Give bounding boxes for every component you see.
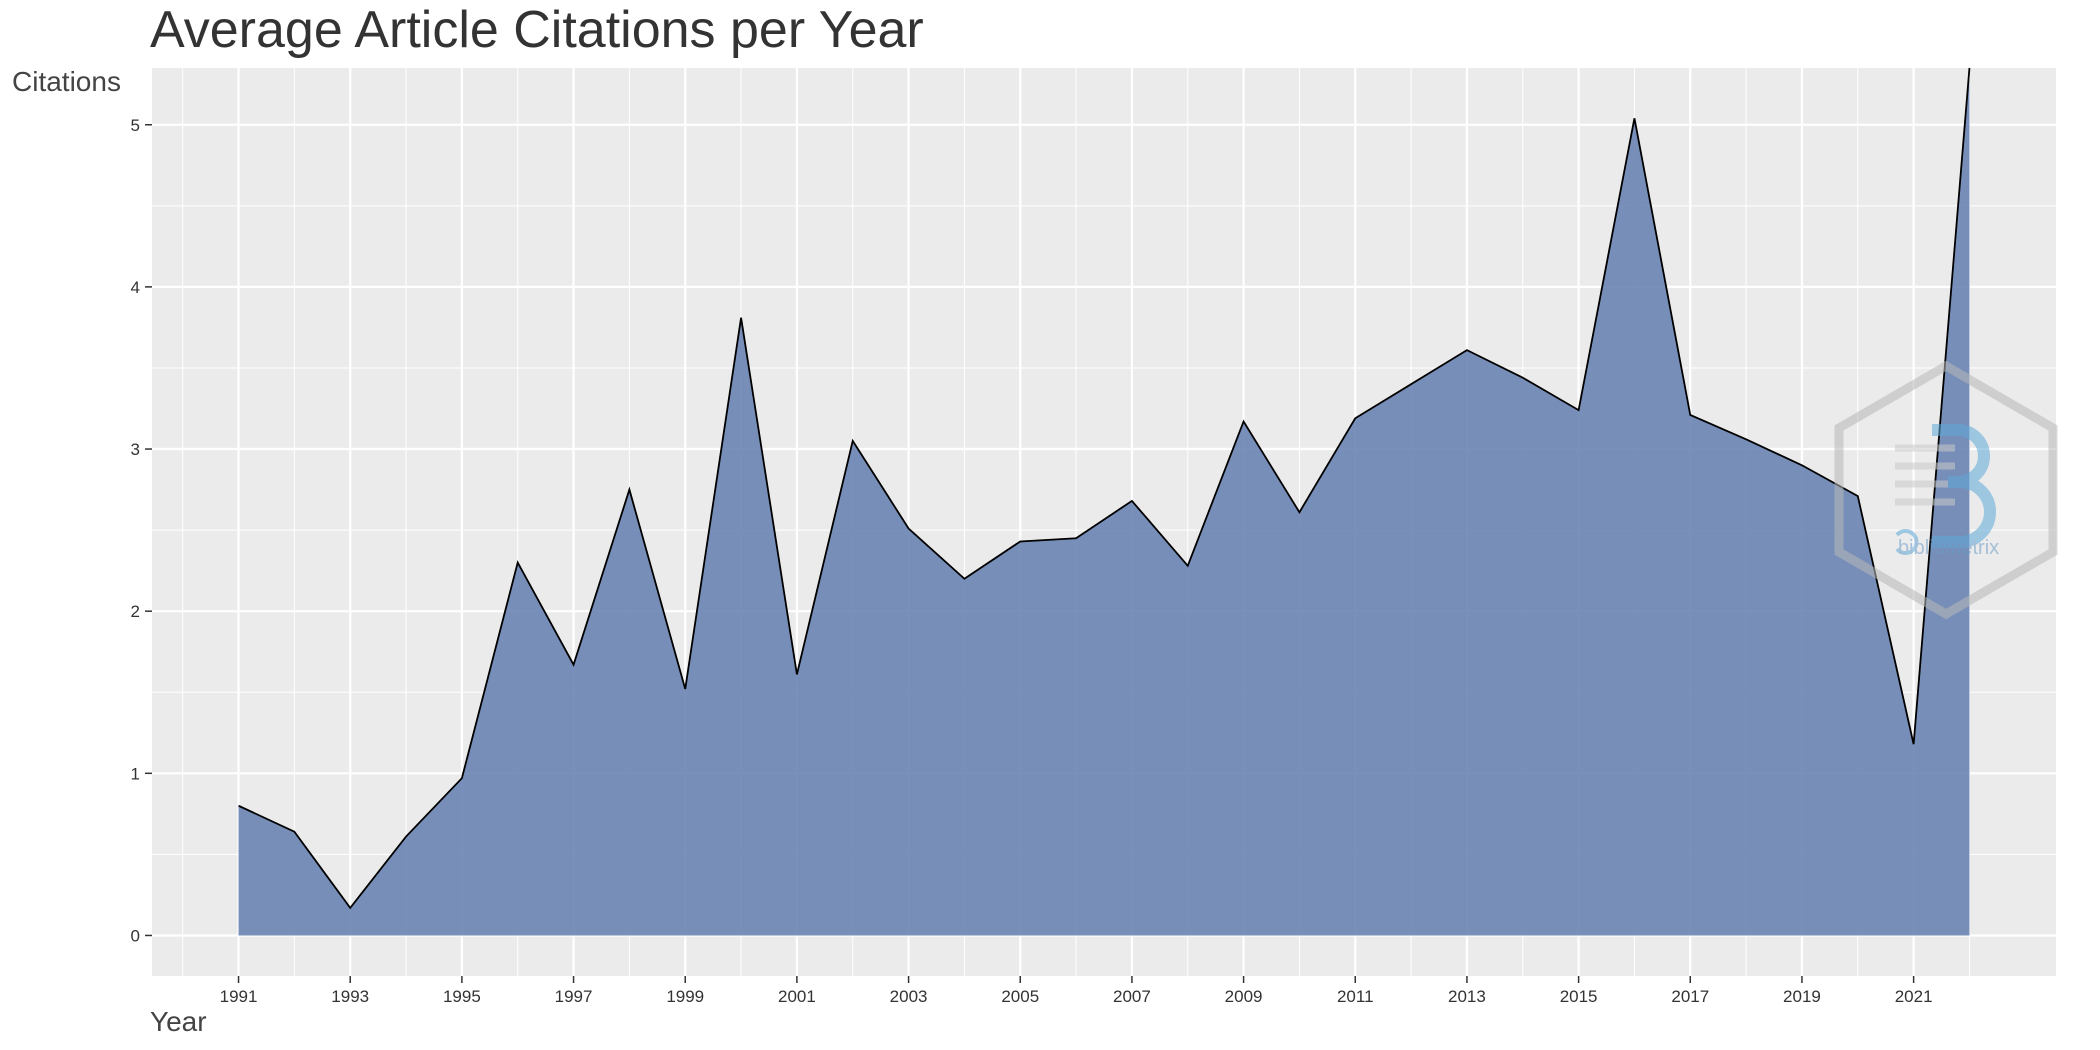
y-axis-ticks: 0 1 2 3 4 5 bbox=[131, 116, 152, 945]
area-fill bbox=[238, 68, 1970, 936]
x-tick-label: 1991 bbox=[220, 987, 258, 1006]
watermark-text: bibliometrix bbox=[1898, 537, 1999, 559]
series-layer bbox=[238, 67, 1971, 936]
x-tick-label: 1999 bbox=[666, 987, 704, 1006]
y-tick-label: 2 bbox=[131, 602, 140, 621]
x-tick-label: 1997 bbox=[555, 987, 593, 1006]
x-tick-label: 2013 bbox=[1448, 987, 1486, 1006]
x-tick-label: 2021 bbox=[1895, 987, 1933, 1006]
x-tick-label: 2003 bbox=[890, 987, 928, 1006]
x-tick-label: 2009 bbox=[1225, 987, 1263, 1006]
x-tick-label: 2005 bbox=[1001, 987, 1039, 1006]
x-axis-title: Year bbox=[150, 1006, 207, 1037]
y-tick-label: 5 bbox=[131, 116, 140, 135]
x-tick-label: 2011 bbox=[1337, 987, 1374, 1006]
bibliometrix-logo-icon: bibliometrix bbox=[1834, 360, 2058, 620]
x-tick-label: 1995 bbox=[443, 987, 481, 1006]
x-tick-label: 2017 bbox=[1671, 987, 1709, 1006]
y-tick-label: 3 bbox=[131, 440, 140, 459]
area-line bbox=[238, 67, 1971, 910]
x-tick-label: 2001 bbox=[778, 987, 816, 1006]
x-tick-label: 2007 bbox=[1113, 987, 1151, 1006]
y-tick-label: 1 bbox=[131, 764, 140, 783]
x-tick-label: 2015 bbox=[1560, 987, 1598, 1006]
x-tick-label: 2019 bbox=[1783, 987, 1821, 1006]
x-tick-label: 1993 bbox=[331, 987, 369, 1006]
x-axis-ticks: 1991 1993 1995 1997 1999 2001 2003 2005 2007 2009… bbox=[220, 976, 1933, 1006]
chart-title: Average Article Citations per Year bbox=[150, 1, 924, 59]
y-axis-title: Citations bbox=[12, 66, 121, 97]
y-tick-label: 4 bbox=[131, 278, 140, 297]
y-tick-label: 0 bbox=[131, 926, 140, 945]
